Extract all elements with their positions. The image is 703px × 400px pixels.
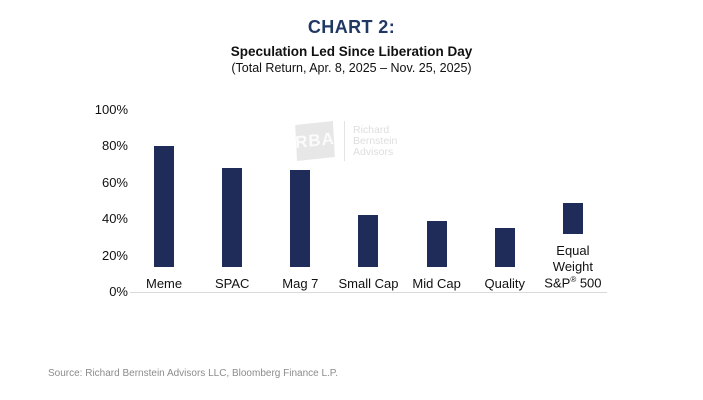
bar-track (130, 110, 198, 267)
bar-track (539, 110, 607, 234)
y-axis-tick: 40% (101, 211, 128, 227)
category-label-mag-7: Mag 7 (282, 275, 319, 291)
bar-slot: Quality (471, 110, 539, 292)
bar-mag-7 (290, 169, 311, 267)
bar-slot: Mag 7 (266, 110, 334, 292)
bar-slot: SPAC (198, 110, 266, 292)
plot-area: RBA Richard Bernstein Advisors Meme SPAC Mag… (130, 110, 607, 293)
category-label-meme: Meme (146, 275, 183, 291)
y-axis-tick: 60% (101, 174, 128, 190)
y-axis-tick: 100% (94, 102, 128, 117)
bar-small-cap (358, 215, 379, 267)
category-label-mid-cap: Mid Cap (412, 275, 461, 291)
y-axis-tick: 20% (101, 247, 128, 263)
bar-track (403, 110, 471, 267)
y-axis-tick: 80% (101, 138, 128, 154)
bar-spac (222, 168, 243, 267)
bars-container: Meme SPAC Mag 7 Small Cap Mid Cap Quality Equa… (130, 110, 607, 292)
bar-quality (494, 227, 515, 267)
chart-header: CHART 2: Speculation Led Since Liberatio… (0, 17, 703, 75)
source-note: Source: Richard Bernstein Advisors LLC, … (48, 368, 338, 379)
category-label-small-cap: Small Cap (338, 275, 399, 291)
bar-slot: Equal Weight S&P® 500 (539, 110, 607, 292)
bar-mid-cap (426, 221, 447, 267)
chart-number-label: CHART 2: (307, 17, 396, 37)
bar-slot: Meme (130, 110, 198, 292)
x-axis-line (130, 292, 607, 293)
chart-subtitle: (Total Return, Apr. 8, 2025 – Nov. 25, 2… (231, 61, 472, 75)
category-label-quality: Quality (484, 275, 525, 291)
bar-slot: Mid Cap (403, 110, 471, 292)
bar-track (198, 110, 266, 267)
bar-slot: Small Cap (334, 110, 402, 292)
bar-track (266, 110, 334, 267)
y-axis-tick: 0% (109, 283, 128, 299)
bar-meme (154, 146, 175, 267)
category-label-equal-weight-s-p-500: Equal Weight S&P® 500 (544, 242, 602, 291)
bar-track (471, 110, 539, 267)
category-label-spac: SPAC (214, 275, 250, 291)
bar-track (334, 110, 402, 267)
bar-equal-weight-s-p-500 (562, 202, 583, 234)
chart-title: Speculation Led Since Liberation Day (230, 44, 473, 59)
y-axis: 100% 80% 60% 40% 20% 0% (50, 103, 128, 299)
